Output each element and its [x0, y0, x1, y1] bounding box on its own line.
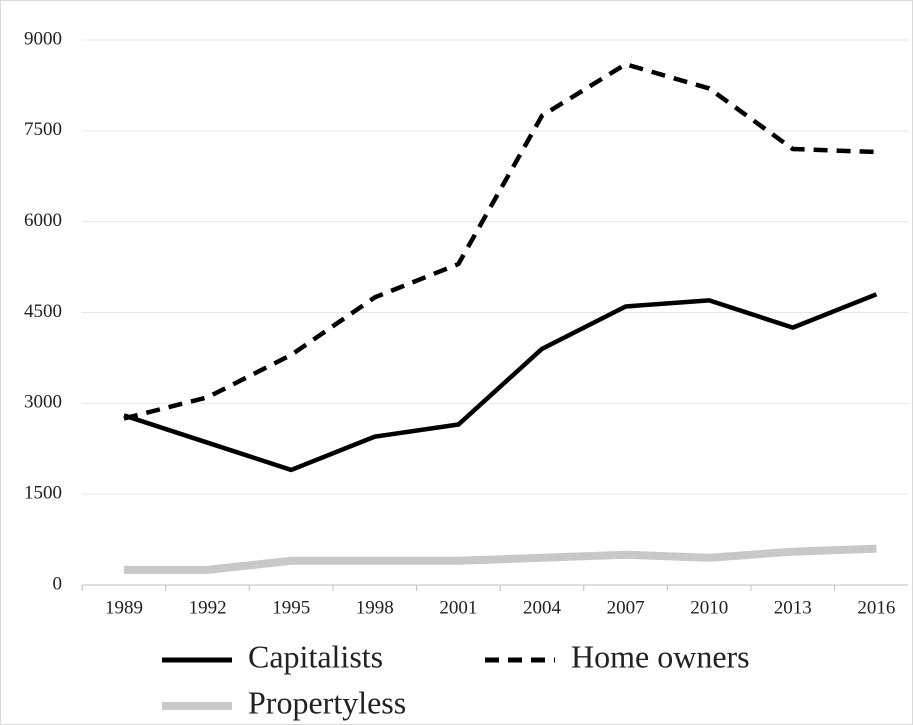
y-tick-label: 6000 — [24, 210, 62, 231]
series-line — [124, 544, 877, 574]
x-tick-label: 2010 — [690, 597, 728, 618]
series-line — [123, 292, 878, 473]
x-tick-label: 1998 — [356, 597, 394, 618]
x-tick-label: 2016 — [857, 597, 895, 618]
x-tick-label: 1992 — [189, 597, 227, 618]
y-tick-label: 9000 — [24, 28, 62, 49]
x-tick-label: 2007 — [607, 597, 645, 618]
x-tick-label: 2004 — [523, 597, 562, 618]
x-tick-label: 1989 — [105, 597, 143, 618]
y-tick-label: 7500 — [24, 119, 62, 140]
y-tick-label: 3000 — [24, 392, 62, 413]
y-tick-label: 4500 — [24, 301, 62, 322]
x-tick-label: 2001 — [439, 597, 477, 618]
legend-label: Capitalists — [248, 638, 383, 674]
y-tick-label: 1500 — [24, 483, 62, 504]
legend-label: Propertyless — [248, 684, 406, 720]
x-tick-label: 1995 — [272, 597, 310, 618]
legend-label: Home owners — [571, 638, 750, 674]
x-tick-label: 2013 — [774, 597, 812, 618]
y-tick-label: 0 — [53, 573, 63, 594]
